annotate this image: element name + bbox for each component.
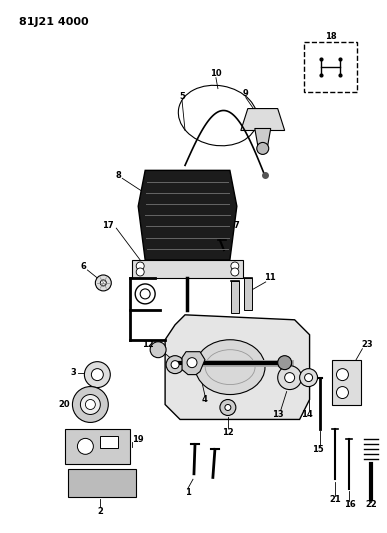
Circle shape	[187, 358, 197, 368]
Circle shape	[278, 356, 292, 369]
Text: 13: 13	[272, 410, 284, 419]
Text: 3: 3	[70, 368, 76, 377]
Circle shape	[150, 342, 166, 358]
Text: 12: 12	[142, 340, 154, 349]
Circle shape	[86, 400, 95, 409]
Text: 81J21 4000: 81J21 4000	[19, 17, 88, 27]
Circle shape	[171, 361, 179, 369]
Circle shape	[336, 369, 348, 381]
Bar	[332, 360, 361, 405]
Circle shape	[80, 394, 100, 415]
Text: 5: 5	[179, 92, 185, 101]
Circle shape	[285, 373, 295, 383]
Polygon shape	[255, 128, 271, 146]
Ellipse shape	[254, 109, 276, 123]
Text: 9: 9	[243, 89, 249, 98]
Text: 23: 23	[361, 340, 373, 349]
Text: 22: 22	[365, 499, 377, 508]
Text: 18: 18	[325, 33, 336, 42]
Circle shape	[220, 400, 236, 415]
Circle shape	[225, 405, 231, 410]
Polygon shape	[165, 315, 310, 419]
Circle shape	[336, 386, 348, 399]
Circle shape	[84, 362, 110, 387]
Text: 15: 15	[312, 445, 324, 454]
Polygon shape	[241, 109, 285, 131]
Circle shape	[72, 386, 108, 423]
Text: 2: 2	[98, 507, 103, 515]
Circle shape	[77, 438, 93, 454]
Bar	[68, 469, 136, 497]
Text: 17: 17	[103, 221, 114, 230]
Circle shape	[140, 289, 150, 299]
Bar	[100, 437, 118, 448]
Circle shape	[166, 356, 184, 374]
Text: 12: 12	[222, 428, 234, 437]
Circle shape	[305, 374, 313, 382]
Text: 11: 11	[264, 273, 276, 282]
Circle shape	[135, 284, 155, 304]
Text: 16: 16	[344, 499, 355, 508]
Polygon shape	[182, 352, 205, 375]
Bar	[231, 281, 239, 313]
Bar	[244, 278, 252, 310]
Circle shape	[300, 369, 318, 386]
Circle shape	[257, 142, 269, 155]
Text: 14: 14	[301, 410, 312, 419]
Text: 19: 19	[132, 435, 144, 444]
Circle shape	[278, 366, 301, 390]
FancyBboxPatch shape	[304, 42, 358, 92]
Circle shape	[100, 280, 106, 286]
Text: 1: 1	[185, 488, 191, 497]
Circle shape	[231, 262, 239, 270]
Circle shape	[136, 268, 144, 276]
Polygon shape	[138, 171, 237, 260]
Circle shape	[136, 262, 144, 270]
Bar	[132, 260, 243, 278]
Circle shape	[231, 268, 239, 276]
Text: 21: 21	[330, 495, 341, 504]
Text: 4: 4	[202, 395, 208, 404]
Text: 7: 7	[234, 221, 240, 230]
Text: 6: 6	[80, 262, 86, 271]
Text: 8: 8	[115, 171, 121, 180]
Ellipse shape	[195, 340, 265, 394]
Circle shape	[95, 275, 111, 291]
Circle shape	[91, 369, 103, 381]
Bar	[65, 430, 130, 464]
Text: 10: 10	[210, 69, 222, 78]
Text: 20: 20	[59, 400, 70, 409]
